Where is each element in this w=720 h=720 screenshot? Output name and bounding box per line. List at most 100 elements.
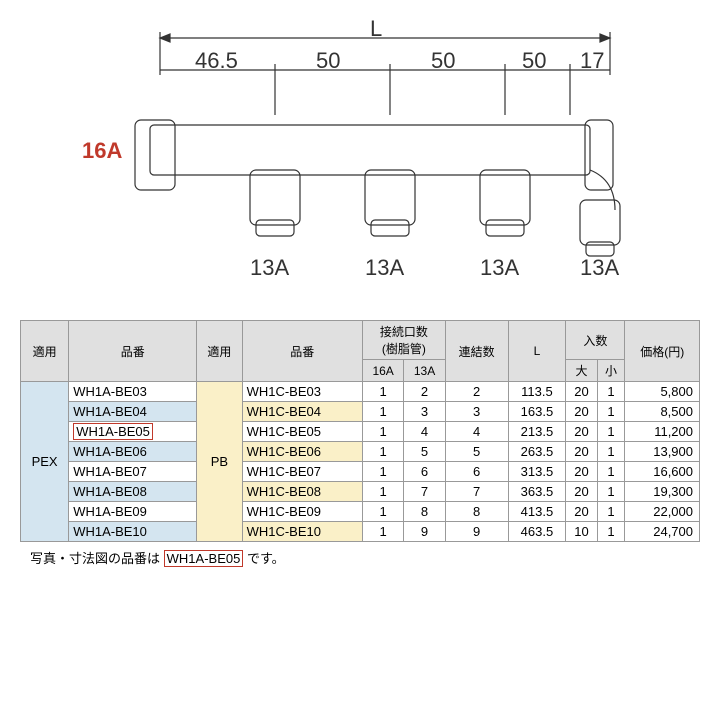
price-cell: 24,700 — [625, 522, 700, 542]
th-big: 大 — [566, 360, 597, 382]
price-cell: 11,200 — [625, 422, 700, 442]
small-cell: 1 — [597, 402, 625, 422]
th-link: 連結数 — [445, 321, 508, 382]
th-price: 価格(円) — [625, 321, 700, 382]
small-cell: 1 — [597, 482, 625, 502]
dim-L: L — [370, 16, 382, 42]
link-cell: 9 — [445, 522, 508, 542]
part1-cell: WH1A-BE05 — [69, 422, 197, 442]
c13-cell: 4 — [404, 422, 445, 442]
price-cell: 19,300 — [625, 482, 700, 502]
th-L: L — [508, 321, 566, 382]
note-suffix: です。 — [247, 551, 285, 566]
link-cell: 7 — [445, 482, 508, 502]
dim-3: 50 — [522, 48, 546, 74]
dim-b0: 13A — [250, 255, 289, 281]
dim-b3: 13A — [580, 255, 619, 281]
link-cell: 6 — [445, 462, 508, 482]
big-cell: 20 — [566, 502, 597, 522]
price-cell: 8,500 — [625, 402, 700, 422]
table-row: WH1A-BE05WH1C-BE05144213.520111,200 — [21, 422, 700, 442]
link-cell: 3 — [445, 402, 508, 422]
L-cell: 463.5 — [508, 522, 566, 542]
c13-cell: 2 — [404, 382, 445, 402]
link-cell: 8 — [445, 502, 508, 522]
price-cell: 13,900 — [625, 442, 700, 462]
part1-cell: WH1A-BE07 — [69, 462, 197, 482]
c13-cell: 6 — [404, 462, 445, 482]
table-row: WH1A-BE09WH1C-BE09188413.520122,000 — [21, 502, 700, 522]
L-cell: 213.5 — [508, 422, 566, 442]
dim-b2: 13A — [480, 255, 519, 281]
big-cell: 20 — [566, 382, 597, 402]
table-row: WH1A-BE04WH1C-BE04133163.52018,500 — [21, 402, 700, 422]
table-row: WH1A-BE10WH1C-BE10199463.510124,700 — [21, 522, 700, 542]
small-cell: 1 — [597, 422, 625, 442]
c13-cell: 3 — [404, 402, 445, 422]
small-cell: 1 — [597, 502, 625, 522]
dim-2: 50 — [431, 48, 455, 74]
dim-b1: 13A — [365, 255, 404, 281]
table-row: PEXWH1A-BE03PBWH1C-BE03122113.52015,800 — [21, 382, 700, 402]
part1-cell: WH1A-BE10 — [69, 522, 197, 542]
price-cell: 5,800 — [625, 382, 700, 402]
part1-cell: WH1A-BE04 — [69, 402, 197, 422]
part2-cell: WH1C-BE06 — [242, 442, 362, 462]
c16-cell: 1 — [362, 382, 403, 402]
apply1-cell: PEX — [21, 382, 69, 542]
price-cell: 22,000 — [625, 502, 700, 522]
th-qty: 入数 — [566, 321, 625, 360]
part2-cell: WH1C-BE10 — [242, 522, 362, 542]
L-cell: 163.5 — [508, 402, 566, 422]
part1-cell: WH1A-BE09 — [69, 502, 197, 522]
dim-1: 50 — [316, 48, 340, 74]
part2-cell: WH1C-BE05 — [242, 422, 362, 442]
part2-cell: WH1C-BE07 — [242, 462, 362, 482]
dim-4: 17 — [580, 48, 604, 74]
link-cell: 2 — [445, 382, 508, 402]
price-cell: 16,600 — [625, 462, 700, 482]
table-row: WH1A-BE06WH1C-BE06155263.520113,900 — [21, 442, 700, 462]
small-cell: 1 — [597, 442, 625, 462]
table-row: WH1A-BE08WH1C-BE08177363.520119,300 — [21, 482, 700, 502]
small-cell: 1 — [597, 382, 625, 402]
big-cell: 20 — [566, 442, 597, 462]
big-cell: 20 — [566, 422, 597, 442]
part2-cell: WH1C-BE08 — [242, 482, 362, 502]
link-cell: 5 — [445, 442, 508, 462]
footer-note: 写真・寸法図の品番は WH1A-BE05 です。 — [30, 548, 710, 567]
small-cell: 1 — [597, 462, 625, 482]
c16-cell: 1 — [362, 482, 403, 502]
c16-cell: 1 — [362, 402, 403, 422]
c16-cell: 1 — [362, 422, 403, 442]
big-cell: 20 — [566, 482, 597, 502]
technical-diagram: L 46.5 50 50 50 17 16A 13A 13A 13A 13A — [80, 20, 640, 290]
th-apply2: 適用 — [197, 321, 242, 382]
small-cell: 1 — [597, 522, 625, 542]
part1-cell: WH1A-BE03 — [69, 382, 197, 402]
th-conn: 接続口数 (樹脂管) — [362, 321, 445, 360]
spec-table: 適用 品番 適用 品番 接続口数 (樹脂管) 連結数 L 入数 価格(円) 16… — [20, 320, 700, 542]
dim-left: 16A — [82, 138, 122, 164]
big-cell: 20 — [566, 402, 597, 422]
part2-cell: WH1C-BE09 — [242, 502, 362, 522]
note-highlight: WH1A-BE05 — [164, 550, 244, 567]
part1-cell: WH1A-BE08 — [69, 482, 197, 502]
part2-cell: WH1C-BE04 — [242, 402, 362, 422]
note-prefix: 写真・寸法図の品番は — [30, 551, 160, 566]
part2-cell: WH1C-BE03 — [242, 382, 362, 402]
table-row: WH1A-BE07WH1C-BE07166313.520116,600 — [21, 462, 700, 482]
c13-cell: 7 — [404, 482, 445, 502]
c13-cell: 9 — [404, 522, 445, 542]
link-cell: 4 — [445, 422, 508, 442]
th-small: 小 — [597, 360, 625, 382]
L-cell: 313.5 — [508, 462, 566, 482]
big-cell: 10 — [566, 522, 597, 542]
dim-0: 46.5 — [195, 48, 238, 74]
part1-cell: WH1A-BE06 — [69, 442, 197, 462]
c13-cell: 8 — [404, 502, 445, 522]
th-c16: 16A — [362, 360, 403, 382]
c13-cell: 5 — [404, 442, 445, 462]
L-cell: 113.5 — [508, 382, 566, 402]
big-cell: 20 — [566, 462, 597, 482]
